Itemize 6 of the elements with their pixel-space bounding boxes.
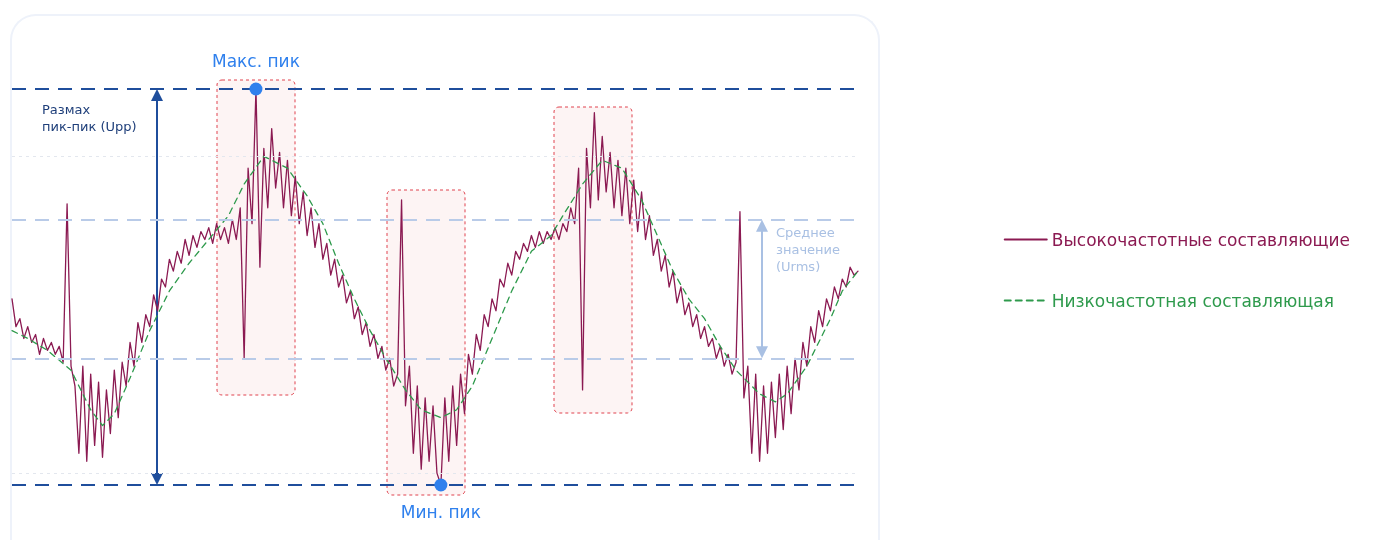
annotation: Макс. пик: [211, 50, 300, 71]
annotation: Мин. пик: [400, 501, 481, 522]
annotation: Размах пик-пик (Upp): [42, 102, 137, 134]
annotation: Среднее значение (Urms): [776, 224, 841, 274]
legend-label: Низкочастотная составляющая: [1051, 290, 1334, 311]
legend-label: Высокочастотные составляющие: [1051, 229, 1351, 250]
